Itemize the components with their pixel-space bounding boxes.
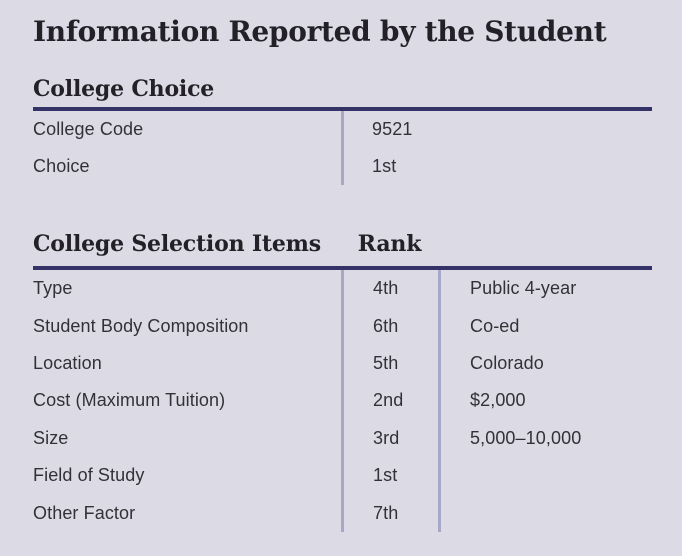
table-row: College Code 9521 <box>33 111 652 148</box>
college-selection-section: College Selection Items Rank Type 4th Pu… <box>33 229 652 532</box>
row-label: Field of Study <box>33 465 145 486</box>
section-rule <box>33 107 652 111</box>
table-row: Location 5th Colorado <box>33 344 652 383</box>
row-value <box>438 494 652 532</box>
row-value: Colorado <box>438 344 652 383</box>
college-selection-header: College Selection Items Rank <box>33 229 652 259</box>
section-rule <box>33 266 652 270</box>
row-value: Co-ed <box>438 307 652 345</box>
page-title: Information Reported by the Student <box>33 15 607 48</box>
row-label: Location <box>33 352 102 373</box>
row-rank: 2nd <box>341 382 438 420</box>
table-row: Size 3rd 5,000–10,000 <box>33 419 652 457</box>
table-row: Choice 1st <box>33 148 652 185</box>
table-row: Type 4th Public 4-year <box>33 270 652 308</box>
row-value: $2,000 <box>438 382 652 420</box>
college-choice-section: College Choice College Code 9521 Choice … <box>33 74 652 185</box>
row-label: Student Body Composition <box>33 315 249 336</box>
row-label: College Code <box>33 119 144 139</box>
row-rank: 4th <box>341 270 438 308</box>
row-label: Type <box>33 278 73 299</box>
row-value: 9521 <box>341 111 652 148</box>
row-value: Public 4-year <box>438 270 652 308</box>
row-rank: 3rd <box>341 419 438 457</box>
row-value <box>438 456 652 495</box>
college-selection-table: Type 4th Public 4-year Student Body Comp… <box>33 270 652 532</box>
row-value: 5,000–10,000 <box>438 419 652 457</box>
row-rank: 6th <box>341 307 438 345</box>
row-label: Cost (Maximum Tuition) <box>33 390 226 411</box>
student-report-page: Information Reported by the Student Coll… <box>33 15 652 532</box>
row-label: Choice <box>33 156 90 176</box>
college-selection-heading: College Selection Items <box>33 231 321 257</box>
college-choice-header: College Choice <box>33 74 652 104</box>
row-value: 1st <box>341 148 652 185</box>
college-choice-heading: College Choice <box>33 76 215 102</box>
row-label: Size <box>33 427 69 448</box>
table-row: Student Body Composition 6th Co-ed <box>33 307 652 345</box>
row-rank: 5th <box>341 344 438 383</box>
table-row: Field of Study 1st <box>33 456 652 495</box>
row-rank: 1st <box>341 456 438 495</box>
college-choice-table: College Code 9521 Choice 1st <box>33 111 652 185</box>
rank-column-header: Rank <box>357 231 422 257</box>
row-rank: 7th <box>341 494 438 532</box>
table-row: Cost (Maximum Tuition) 2nd $2,000 <box>33 382 652 420</box>
row-label: Other Factor <box>33 502 136 523</box>
table-row: Other Factor 7th <box>33 494 652 532</box>
